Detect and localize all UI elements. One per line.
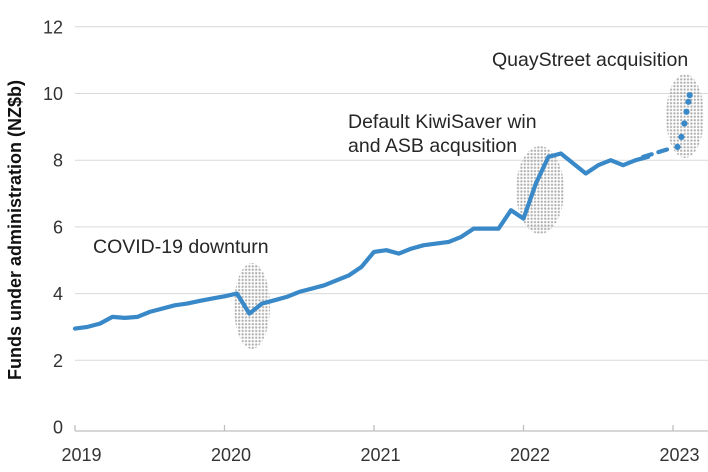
series-line-solid bbox=[72, 151, 651, 331]
y-tick-label-12: 12 bbox=[43, 17, 63, 37]
series-dot-projection-0 bbox=[674, 143, 681, 150]
x-tick-label-2021: 2021 bbox=[360, 445, 400, 465]
x-tick-label-2022: 2022 bbox=[510, 445, 550, 465]
series-dot-projection-3 bbox=[683, 108, 690, 115]
x-tick-label-2023: 2023 bbox=[659, 445, 699, 465]
series-dot-projection-5 bbox=[686, 92, 693, 99]
annotation-covid: COVID-19 downturn bbox=[93, 236, 269, 258]
y-tick-label-2: 2 bbox=[53, 351, 63, 371]
highlight-ellipse-quaystreet bbox=[666, 74, 704, 158]
y-tick-label-4: 4 bbox=[53, 284, 63, 304]
annotation-quaystreet: QuayStreet acquisition bbox=[492, 49, 688, 71]
y-tick-label-10: 10 bbox=[43, 84, 63, 104]
highlight-ellipse-covid bbox=[234, 263, 270, 349]
highlight-ellipse-kiwisaver bbox=[516, 146, 564, 234]
x-tick-label-2020: 2020 bbox=[211, 445, 251, 465]
series-dot-projection-4 bbox=[685, 98, 692, 105]
x-tick-label-2019: 2019 bbox=[61, 445, 101, 465]
y-tick-label-6: 6 bbox=[53, 217, 63, 237]
annotation-kiwisaver-line-1: Default KiwiSaver win bbox=[348, 111, 537, 133]
y-tick-label-8: 8 bbox=[53, 151, 63, 171]
annotation-kiwisaver-line-2: and ASB acqusition bbox=[348, 135, 517, 157]
y-axis-title: Funds under administration (NZ$b) bbox=[5, 80, 25, 380]
y-tick-label-0: 0 bbox=[53, 418, 63, 438]
series-dot-projection-2 bbox=[681, 120, 688, 127]
series-line-dashed-projection bbox=[640, 146, 673, 159]
series-dot-projection-1 bbox=[678, 133, 685, 140]
